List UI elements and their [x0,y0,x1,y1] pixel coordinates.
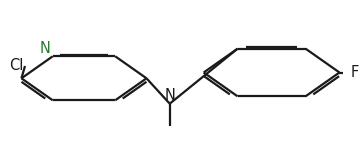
Text: N: N [164,88,175,103]
Text: N: N [40,41,51,56]
Text: Cl: Cl [9,58,23,74]
Text: F: F [350,65,359,80]
